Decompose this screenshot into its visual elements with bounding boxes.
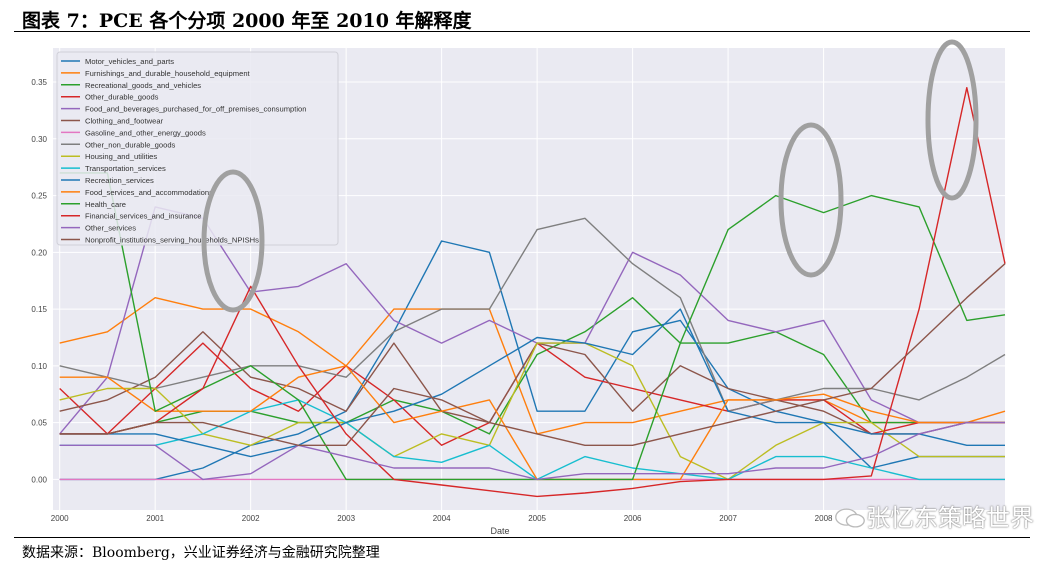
y-tick-label: 0.00 [31,475,47,484]
legend-entry: Housing_and_utilities [85,152,157,161]
y-tick-label: 0.25 [31,192,47,201]
series-line-housing-and-utilities [59,342,1005,481]
legend-entry: Other_non_durable_goods [85,140,176,149]
x-axis-ticks: 2000 2001 2002 2003 2004 2005 2006 2007 2008 [51,514,833,523]
x-tick-label: 2004 [433,514,451,523]
x-tick-label: 2003 [337,514,355,523]
x-tick-label: 2007 [719,514,737,523]
series-line-other-services [59,421,1005,481]
y-tick-label: 0.15 [31,305,47,314]
legend-entry: Gasoline_and_other_energy_goods [85,128,206,137]
x-tick-label: 2001 [146,514,164,523]
y-tick-label: 0.20 [31,248,47,257]
legend-entry: Furnishings_and_durable_household_equipm… [85,69,251,78]
legend-entry: Other_services [85,224,136,233]
line-chart: 0.000.050.100.150.200.250.300.35 2000 200… [31,39,1006,536]
y-tick-label: 0.30 [31,135,47,144]
title-divider [14,31,1030,32]
legend-entry: Clothing_and_footwear [85,117,164,126]
x-tick-label: 2008 [815,514,833,523]
y-axis-ticks: 0.00 0.05 0.10 0.15 0.20 0.25 0.30 0.35 [31,78,47,484]
legend-entry: Recreation_services [85,176,154,185]
y-tick-label: 0.10 [31,362,47,371]
legend-entry: Food_services_and_accommodations [85,188,213,197]
legend-entry: Financial_services_and_insurance [85,212,202,221]
series-line-motor-vehicles-and-parts [59,240,1005,481]
legend-entry: Health_care [85,200,126,209]
annotation-ellipse-2007 [778,122,844,278]
legend-entry: Food_and_beverages_purchased_for_off_pre… [85,105,307,114]
wechat-icon [835,508,865,528]
legend-entry: Other_durable_goods [85,93,159,102]
source-divider [14,537,1030,538]
series-line-financial-services-and-insurance [59,86,1006,498]
x-tick-label: 2002 [242,514,260,523]
legend-entry: Transportation_services [85,164,166,173]
legend-entry: Motor_vehicles_and_parts [85,57,174,66]
series-line-other-non-durable-goods [59,217,1006,412]
series-line-recreation-services [59,308,1005,458]
x-tick-label: 2000 [51,514,69,523]
series-line-nonprofit-institutions-serving-households-npishs [59,263,1006,446]
x-axis-label: Date [490,526,509,536]
watermark: 张忆东策略世界 [866,504,1034,532]
source-note: 数据来源：Bloomberg，兴业证券经济与金融研究院整理 [22,545,380,561]
legend-box [56,51,339,246]
x-tick-label: 2005 [528,514,546,523]
legend-entry: Nonprofit_institutions_serving_household… [85,236,259,245]
figure-title: 图表 7：PCE 各个分项 2000 年至 2010 年解释度 [22,10,472,32]
legend-entry: Recreational_goods_and_vehicles [85,81,201,90]
annotation-ellipses [201,39,979,313]
annotation-ellipse-2002 [201,169,265,313]
annotation-ellipse-2009 [925,39,979,201]
y-tick-label: 0.35 [31,78,47,87]
legend: Motor_vehicles_and_parts Furnishings_and_… [56,51,339,246]
y-tick-label: 0.05 [31,419,47,428]
x-tick-label: 2006 [624,514,642,523]
